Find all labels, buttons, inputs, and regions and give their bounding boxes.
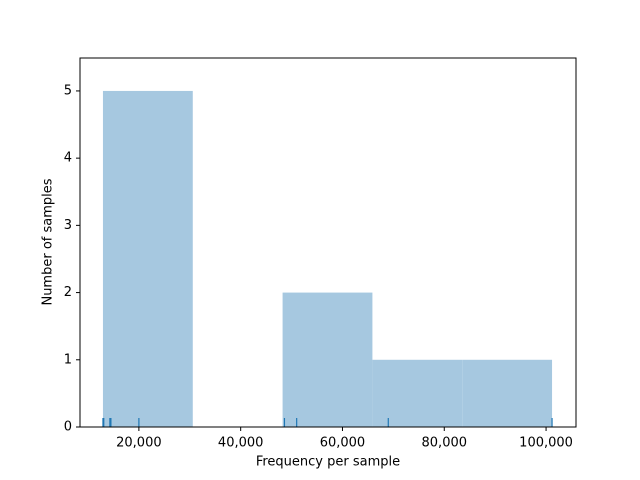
x-tick-label: 80,000 <box>422 436 468 451</box>
y-tick-label: 1 <box>64 352 72 367</box>
x-tick-label: 60,000 <box>320 436 366 451</box>
x-axis-label: Frequency per sample <box>256 455 400 470</box>
plot-frame <box>79 57 577 428</box>
x-tick-label: 100,000 <box>519 436 573 451</box>
bar <box>102 90 193 428</box>
bar <box>282 292 373 427</box>
y-tick-label: 5 <box>64 83 72 98</box>
bar <box>462 359 553 427</box>
y-tick-label: 4 <box>64 151 72 166</box>
y-tick-label: 0 <box>64 420 72 435</box>
x-tick-label: 40,000 <box>218 436 264 451</box>
y-axis-label: Number of samples <box>41 178 56 305</box>
x-tick-label: 20,000 <box>116 436 162 451</box>
y-tick-label: 2 <box>64 285 72 300</box>
y-tick-label: 3 <box>64 218 72 233</box>
bar <box>372 359 463 427</box>
